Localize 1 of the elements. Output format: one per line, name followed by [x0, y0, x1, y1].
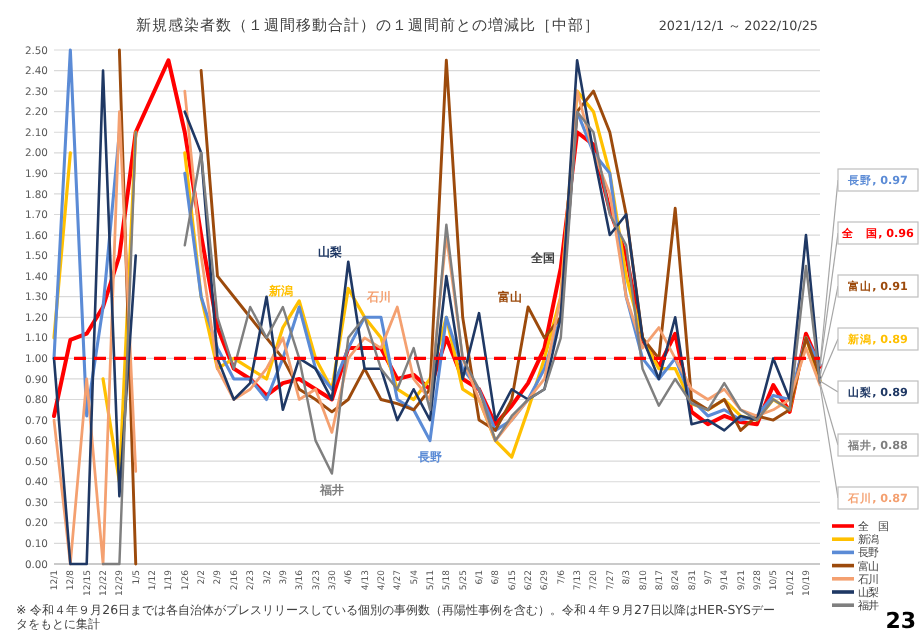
text: 23	[885, 608, 916, 634]
